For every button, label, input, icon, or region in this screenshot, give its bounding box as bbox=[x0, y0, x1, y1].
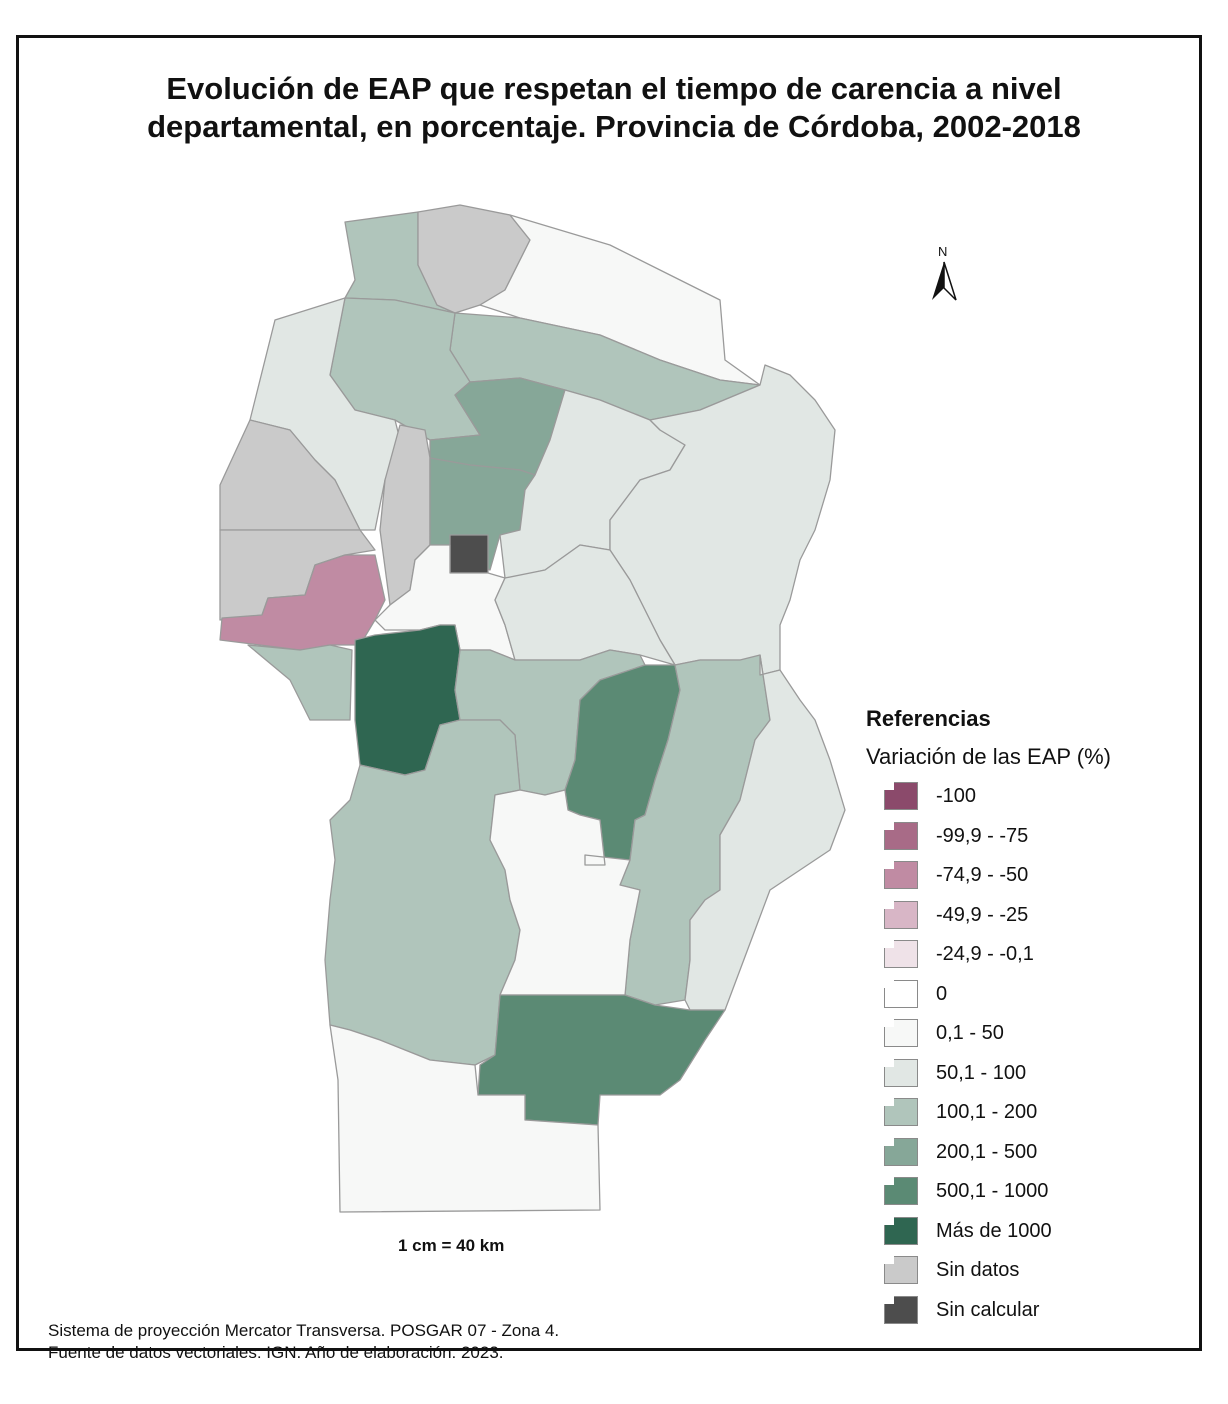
title-line-2: departamental, en porcentaje. Provincia … bbox=[147, 109, 1081, 144]
footer-source: Fuente de datos vectoriales: IGN. Año de… bbox=[48, 1343, 504, 1362]
title-line-1: Evolución de EAP que respetan el tiempo … bbox=[166, 71, 1062, 106]
legend-item: -74,9 - -50 bbox=[866, 861, 1111, 901]
department-rio-segundo[interactable] bbox=[494, 544, 676, 666]
legend-item: -49,9 - -25 bbox=[866, 900, 1111, 941]
legend-item: 50,1 - 100 bbox=[866, 1058, 1111, 1099]
legend-swatch bbox=[884, 1216, 918, 1245]
department-san-javier[interactable] bbox=[247, 644, 353, 721]
legend-swatch bbox=[884, 782, 918, 810]
legend-label: -99,9 - -75 bbox=[936, 824, 1029, 847]
department-capital[interactable] bbox=[449, 534, 489, 574]
legend-label: Sin datos bbox=[936, 1259, 1020, 1281]
legend-swatch bbox=[884, 1177, 918, 1205]
legend-label: Sin calcular bbox=[936, 1298, 1040, 1321]
legend-label: 100,1 - 200 bbox=[936, 1101, 1038, 1123]
footer-projection: Sistema de proyección Mercator Transvers… bbox=[48, 1321, 560, 1340]
legend-item: 200,1 - 500 bbox=[866, 1137, 1111, 1178]
legend-label: 200,1 - 500 bbox=[936, 1140, 1038, 1163]
department-general-roca[interactable] bbox=[329, 1024, 601, 1213]
department-minas[interactable] bbox=[219, 419, 361, 531]
department-roque-saenz-pena[interactable] bbox=[477, 994, 726, 1126]
legend-label: 0,1 - 50 bbox=[936, 1022, 1004, 1044]
legend-swatch bbox=[884, 1058, 918, 1087]
legend-label: -24,9 - -0,1 bbox=[936, 943, 1034, 965]
legend-swatch bbox=[884, 861, 918, 889]
legend-label: Más de 1000 bbox=[936, 1219, 1052, 1242]
scale-label: 1 cm = 40 km bbox=[398, 1236, 505, 1255]
legend-swatch bbox=[884, 1256, 918, 1284]
legend-title: Referencias bbox=[866, 706, 991, 731]
legend-item: Sin calcular bbox=[866, 1295, 1111, 1336]
legend-items: -100 -99,9 - -75 -74,9 - -50 -49,9 - -25 -24… bbox=[866, 782, 1111, 1335]
legend-swatch bbox=[884, 821, 918, 850]
legend-label: -74,9 - -50 bbox=[936, 864, 1029, 886]
legend-item: -24,9 - -0,1 bbox=[866, 940, 1111, 980]
legend-label: -49,9 - -25 bbox=[936, 903, 1029, 926]
legend-item: Más de 1000 bbox=[866, 1216, 1111, 1257]
legend-item: 0 bbox=[866, 979, 1111, 1020]
north-label: N bbox=[938, 244, 948, 259]
department-juarez-celman[interactable] bbox=[489, 789, 641, 996]
north-arrow-icon bbox=[932, 261, 957, 301]
legend-swatch bbox=[884, 940, 918, 968]
legend: Referencias Variación de las EAP (%) -10… bbox=[866, 706, 1111, 1335]
legend-subtitle: Variación de las EAP (%) bbox=[866, 744, 1111, 769]
legend-item: 100,1 - 200 bbox=[866, 1098, 1111, 1138]
legend-item: -99,9 - -75 bbox=[866, 821, 1111, 862]
legend-item: 500,1 - 1000 bbox=[866, 1177, 1111, 1217]
legend-swatch bbox=[884, 1295, 918, 1324]
legend-label: 0 bbox=[936, 982, 948, 1005]
legend-item: 0,1 - 50 bbox=[866, 1019, 1111, 1059]
legend-label: -100 bbox=[936, 785, 977, 807]
legend-swatch bbox=[884, 979, 918, 1008]
footer: Sistema de proyección Mercator Transvers… bbox=[48, 1320, 559, 1364]
department-rio-cuarto[interactable] bbox=[324, 719, 521, 1066]
north-arrow: N bbox=[926, 244, 962, 304]
legend-swatch bbox=[884, 1019, 918, 1047]
legend-swatch bbox=[884, 1098, 918, 1126]
legend-item: Sin datos bbox=[866, 1256, 1111, 1296]
legend-label: 50,1 - 100 bbox=[936, 1061, 1027, 1084]
legend-swatch bbox=[884, 1137, 918, 1166]
map-title: Evolución de EAP que respetan el tiempo … bbox=[0, 70, 1228, 146]
legend-swatch bbox=[884, 900, 918, 929]
legend-label: 500,1 - 1000 bbox=[936, 1180, 1049, 1202]
legend-item: -100 bbox=[866, 782, 1111, 822]
